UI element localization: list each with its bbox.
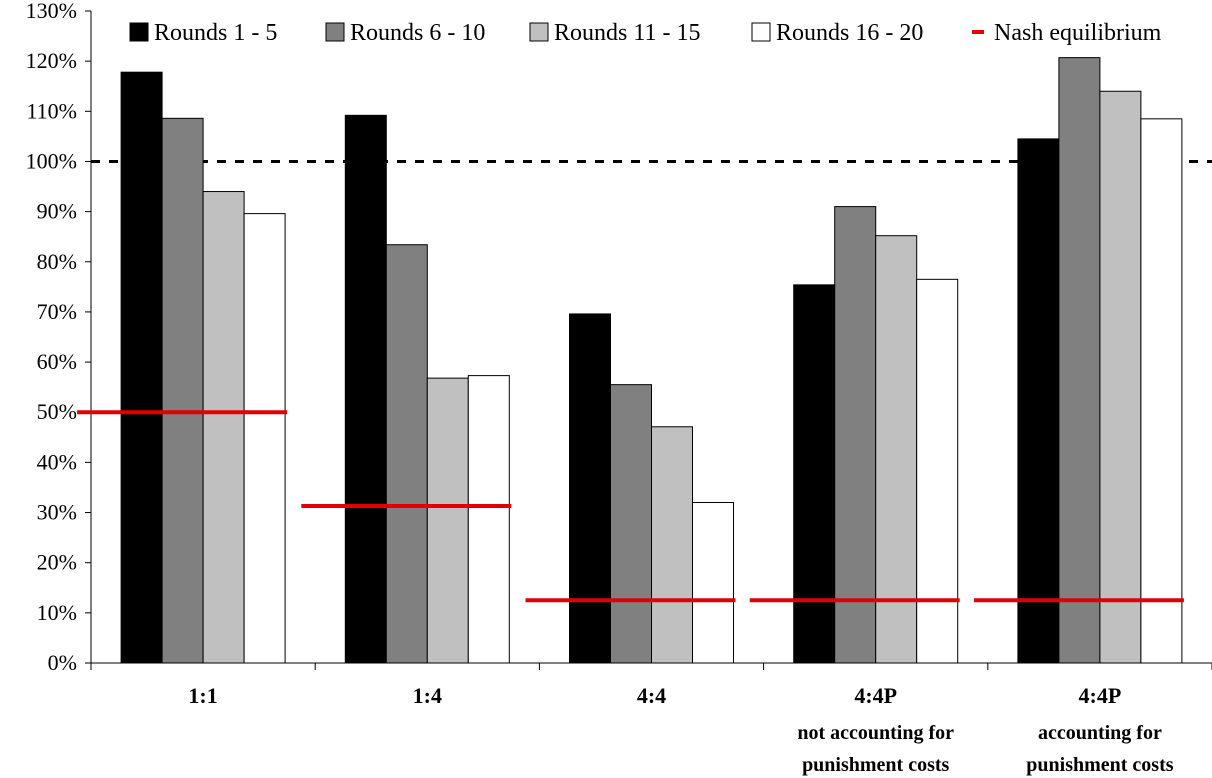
category-sublabel: not accounting for bbox=[797, 722, 954, 744]
y-tick-label: 70% bbox=[37, 299, 77, 324]
bar-3-cat-4 bbox=[875, 235, 918, 664]
bar-1-cat-5 bbox=[1017, 138, 1060, 664]
bar-4-cat-2 bbox=[467, 375, 510, 664]
legend-label-4: Rounds 16 - 20 bbox=[776, 20, 923, 46]
legend-swatch-3 bbox=[529, 22, 549, 42]
bar-3-cat-5 bbox=[1099, 90, 1142, 664]
y-tick-label: 10% bbox=[37, 600, 77, 625]
y-tick-label: 110% bbox=[26, 98, 77, 123]
bar-3-cat-2 bbox=[426, 377, 469, 664]
category-label: 4:4P bbox=[854, 683, 897, 708]
bar-2-cat-2 bbox=[385, 244, 428, 664]
y-tick-label: 100% bbox=[26, 148, 77, 173]
bar-4-cat-1 bbox=[243, 213, 286, 664]
legend-label-3: Rounds 11 - 15 bbox=[554, 20, 700, 46]
bar-1-cat-3 bbox=[569, 313, 611, 664]
legend-swatch-2 bbox=[325, 22, 345, 42]
bar-2-cat-1 bbox=[161, 117, 204, 664]
bar-3-cat-1 bbox=[202, 191, 245, 664]
category-sublabel: accounting for bbox=[1038, 722, 1162, 744]
category-sublabel: punishment costs bbox=[802, 754, 949, 776]
category-label: 1:1 bbox=[188, 683, 217, 708]
y-tick-label: 60% bbox=[37, 349, 77, 374]
y-tick-label: 20% bbox=[37, 550, 77, 575]
category-label: 1:4 bbox=[413, 683, 442, 708]
bar-4-cat-4 bbox=[916, 278, 959, 664]
bar-2-cat-4 bbox=[834, 206, 877, 664]
legend-label-2: Rounds 6 - 10 bbox=[350, 20, 485, 46]
y-tick-label: 120% bbox=[26, 48, 77, 73]
bar-1-cat-4 bbox=[793, 284, 836, 664]
y-tick-label: 30% bbox=[37, 500, 77, 525]
category-sublabel: punishment costs bbox=[1026, 754, 1173, 776]
y-tick-label: 0% bbox=[48, 650, 77, 675]
bar-1-cat-2 bbox=[344, 114, 387, 664]
y-tick-label: 80% bbox=[37, 249, 77, 274]
bar-3-cat-3 bbox=[651, 426, 693, 664]
bar-1-cat-1 bbox=[120, 71, 163, 664]
bar-4-cat-5 bbox=[1140, 118, 1183, 664]
bar-2-cat-3 bbox=[610, 384, 652, 664]
bar-4-cat-3 bbox=[692, 502, 734, 664]
y-tick-label: 130% bbox=[26, 0, 77, 23]
bar-2-cat-5 bbox=[1058, 57, 1101, 664]
y-tick-label: 50% bbox=[37, 399, 77, 424]
legend-swatch-1 bbox=[129, 22, 149, 42]
legend-label-1: Rounds 1 - 5 bbox=[154, 20, 277, 46]
legend-swatch-4 bbox=[751, 22, 771, 42]
legend-label-nash: Nash equilibrium bbox=[994, 20, 1162, 46]
y-tick-label: 40% bbox=[37, 449, 77, 474]
y-tick-label: 90% bbox=[37, 199, 77, 224]
category-label: 4:4P bbox=[1079, 683, 1122, 708]
category-label: 4:4 bbox=[637, 683, 666, 708]
